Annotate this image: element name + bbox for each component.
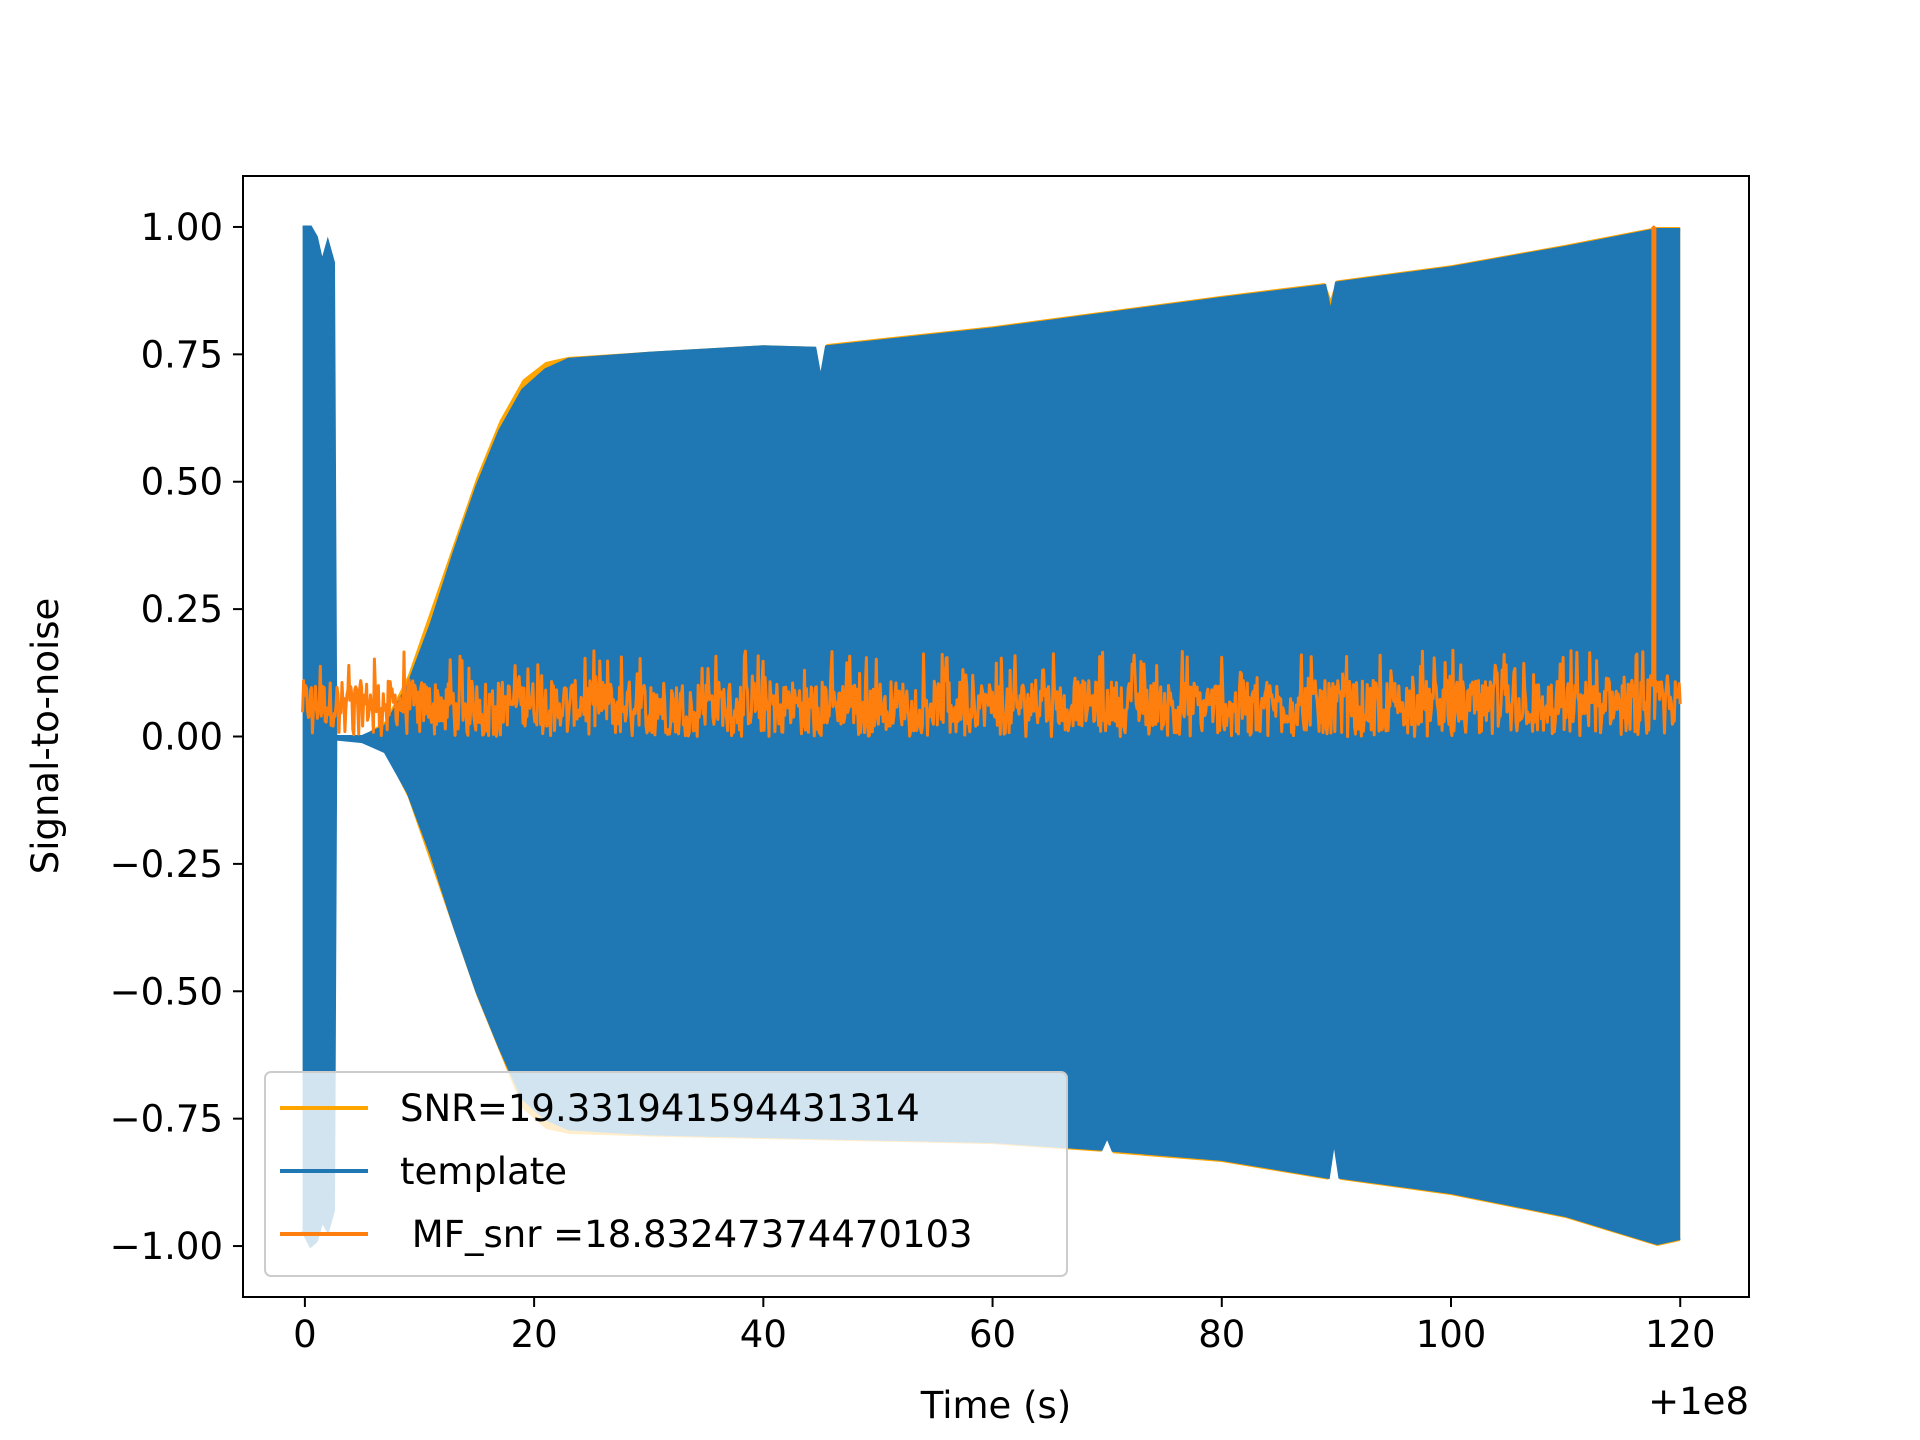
x-axis-label: Time (s) [920, 1384, 1071, 1427]
x-tick-label: 120 [1645, 1313, 1716, 1356]
y-axis: 1.00 0.75 0.50 0.25 0.00 −0.25 −0.50 −0.75 −1.00 [110, 206, 243, 1268]
x-offset-label: +1e8 [1648, 1380, 1749, 1423]
legend-label-template: template [400, 1150, 567, 1193]
x-axis: 0 20 40 60 80 100 120 [293, 1297, 1716, 1356]
template-series-upper-edge [302, 225, 1681, 738]
x-tick-label: 20 [511, 1313, 558, 1356]
y-tick-label: 0.75 [141, 333, 223, 376]
y-tick-label: −0.75 [110, 1098, 223, 1141]
legend-label-mf-snr: MF_snr =18.83247374470103 [400, 1213, 973, 1256]
y-tick-label: 0.00 [141, 716, 223, 759]
y-axis-label: Signal-to-noise [24, 598, 67, 875]
y-tick-label: −0.50 [110, 970, 223, 1013]
y-tick-label: 0.25 [141, 588, 223, 631]
y-tick-label: 0.50 [141, 461, 223, 504]
x-tick-label: 0 [293, 1313, 317, 1356]
mf-snr-series-line [301, 225, 1682, 738]
x-tick-label: 100 [1416, 1313, 1487, 1356]
legend-label-snr: SNR=19.331941594431314 [400, 1087, 920, 1130]
y-tick-label: −1.00 [110, 1225, 223, 1268]
legend: SNR=19.331941594431314 template MF_snr =… [264, 1071, 1068, 1277]
template-series-envelope [302, 227, 1681, 1246]
y-tick-label: 1.00 [141, 206, 223, 249]
x-tick-label: 60 [969, 1313, 1016, 1356]
x-tick-label: 40 [740, 1313, 787, 1356]
y-tick-label: −0.25 [110, 843, 223, 886]
x-tick-label: 80 [1198, 1313, 1245, 1356]
legend-box [264, 1071, 1068, 1277]
plot-area [301, 225, 1682, 1249]
